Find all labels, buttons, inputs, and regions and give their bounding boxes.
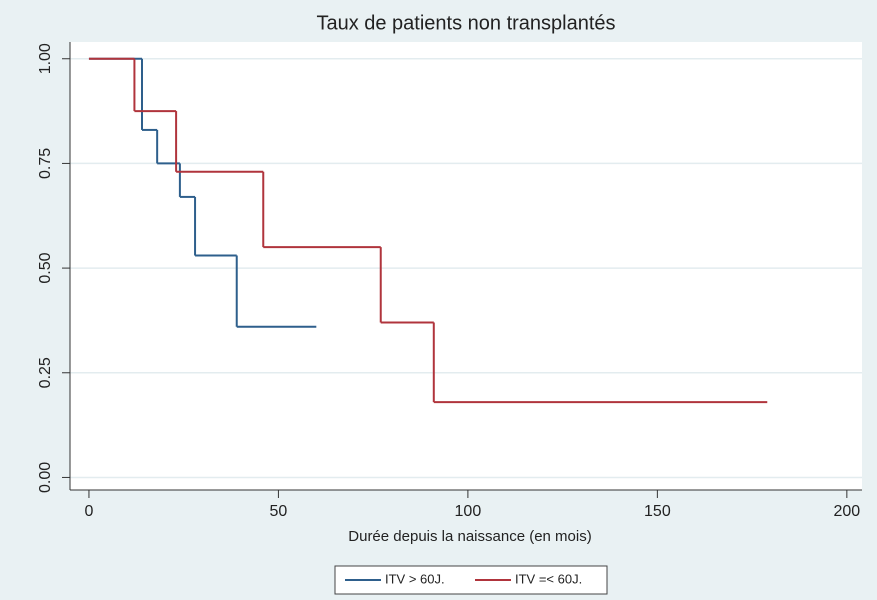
y-tick-label: 1.00 xyxy=(37,43,54,74)
x-tick-label: 150 xyxy=(644,503,671,520)
chart-title: Taux de patients non transplantés xyxy=(316,12,615,34)
x-tick-label: 200 xyxy=(833,503,860,520)
y-tick-label: 0.75 xyxy=(37,148,54,179)
y-tick-label: 0.00 xyxy=(37,462,54,493)
x-axis-label: Durée depuis la naissance (en mois) xyxy=(348,528,591,545)
x-tick-label: 0 xyxy=(84,503,93,520)
plot-area xyxy=(70,42,862,490)
x-tick-label: 50 xyxy=(270,503,288,520)
x-tick-label: 100 xyxy=(455,503,482,520)
legend-label: ITV > 60J. xyxy=(385,571,445,586)
y-tick-label: 0.50 xyxy=(37,252,54,283)
y-tick-label: 0.25 xyxy=(37,357,54,388)
legend-label: ITV =< 60J. xyxy=(515,571,582,586)
